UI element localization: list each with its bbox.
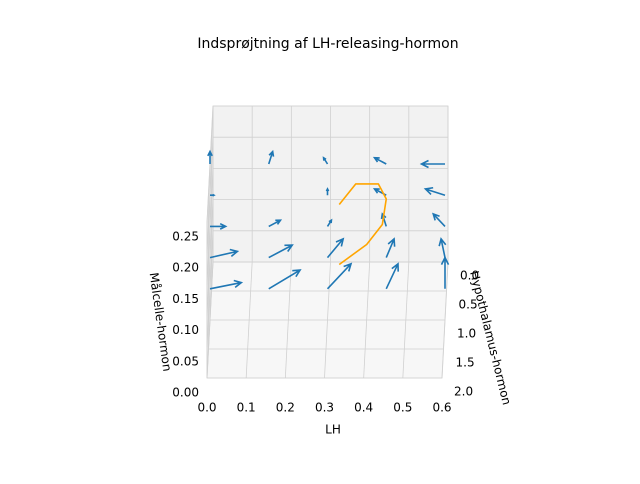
arrow (209, 248, 240, 259)
arrow (419, 159, 445, 169)
arrow (423, 186, 446, 196)
arrow (268, 269, 302, 290)
z-tick-label: 0.05 (172, 354, 199, 368)
trajectory-line (338, 183, 388, 266)
y-tick-label: 0.0 (460, 269, 479, 283)
arrow (432, 212, 446, 227)
x-tick-label: 0.0 (197, 401, 216, 415)
arrow (326, 218, 333, 227)
z-tick-label: 0.20 (172, 261, 199, 275)
x-tick-label: 0.2 (276, 401, 295, 415)
x-tick-label: 0.3 (315, 401, 334, 415)
x-tick-label: 0.5 (393, 401, 412, 415)
arrow (385, 262, 399, 290)
x-tick-label: 0.1 (237, 401, 256, 415)
z-tick-label: 0.15 (172, 292, 199, 306)
y-tick-label: 1.0 (457, 327, 476, 341)
x-tick-label: 0.6 (432, 401, 451, 415)
arrow (385, 237, 396, 258)
arrow (372, 156, 387, 165)
arrow (268, 219, 283, 228)
arrow (322, 156, 329, 165)
arrow (210, 222, 228, 230)
z-tick-label: 0.00 (172, 386, 199, 400)
x-axis-label: LH (325, 423, 341, 437)
arrow (325, 187, 330, 196)
arrow (210, 193, 216, 197)
arrow (326, 237, 345, 259)
arrow (209, 279, 244, 290)
grid-line (206, 261, 214, 379)
arrow (326, 262, 353, 290)
y-tick-label: 0.5 (459, 298, 478, 312)
arrow (268, 244, 294, 259)
arrow (438, 237, 447, 258)
arrow (207, 149, 213, 164)
y-tick-label: 2.0 (454, 385, 473, 399)
y-tick-label: 1.5 (456, 356, 475, 370)
z-axis-label: Målcelle-hormon (147, 272, 175, 373)
z-tick-label: 0.10 (172, 323, 199, 337)
arrow (267, 149, 275, 165)
z-tick-label: 0.25 (172, 230, 199, 244)
chart-title: Indsprøjtning af LH-releasing-hormon (197, 36, 458, 52)
x-tick-label: 0.4 (354, 401, 373, 415)
